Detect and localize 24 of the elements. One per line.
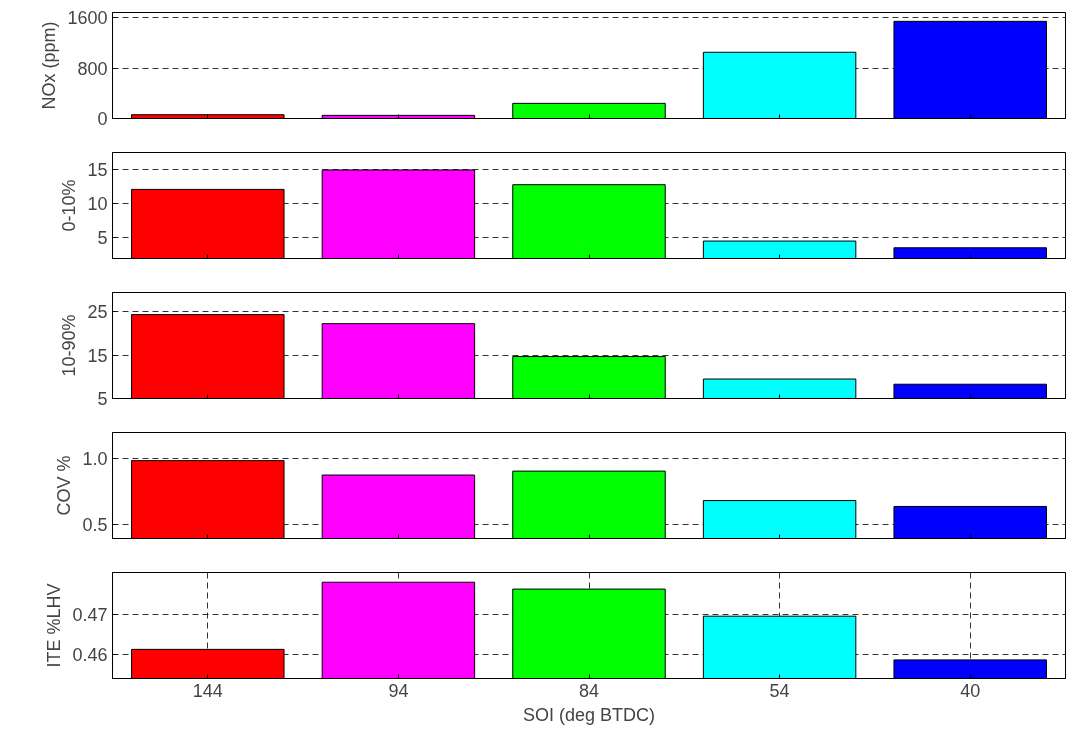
y-tick-label: 25 <box>87 302 108 323</box>
y-axis-title: ITE %LHV <box>44 583 65 668</box>
y-tick-label: 0 <box>97 109 108 129</box>
x-tick-label: 54 <box>769 680 790 701</box>
x-tick-label: 84 <box>578 680 600 701</box>
y-axis-title: COV % <box>54 455 75 516</box>
y-tick-label: 5 <box>97 227 108 248</box>
y-tick-label: 800 <box>77 58 108 79</box>
y-tick-label: 1.0 <box>82 449 108 470</box>
y-tick-label: 5 <box>97 389 108 409</box>
y-tick-label: 0.46 <box>72 645 108 666</box>
y-axis-title: 10-90% <box>59 314 80 377</box>
x-tick-label: 94 <box>388 680 409 701</box>
y-axis-title: NOx (ppm) <box>39 21 60 110</box>
y-tick-label: 15 <box>87 345 108 366</box>
y-tick-label: 1600 <box>67 8 108 29</box>
y-axis-title: 0-10% <box>59 179 80 232</box>
y-tick-label: 0.5 <box>82 514 108 535</box>
x-tick-label: 40 <box>960 680 981 701</box>
y-tick-label: 10 <box>87 193 108 214</box>
x-tick-label: 144 <box>192 680 223 701</box>
y-tick-label: 15 <box>87 160 108 181</box>
x-axis-title: SOI (deg BTDC) <box>522 704 656 725</box>
y-tick-label: 0.47 <box>72 604 108 625</box>
